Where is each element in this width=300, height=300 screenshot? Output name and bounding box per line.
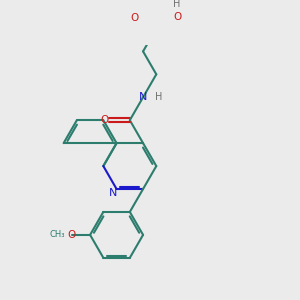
Text: O: O bbox=[68, 230, 76, 240]
Text: O: O bbox=[174, 12, 182, 22]
Text: O: O bbox=[101, 115, 109, 125]
Text: H: H bbox=[173, 0, 180, 9]
Text: H: H bbox=[155, 92, 163, 102]
Text: N: N bbox=[139, 92, 147, 102]
Text: O: O bbox=[130, 13, 138, 23]
Text: CH₃: CH₃ bbox=[49, 230, 65, 239]
Text: N: N bbox=[110, 188, 118, 198]
